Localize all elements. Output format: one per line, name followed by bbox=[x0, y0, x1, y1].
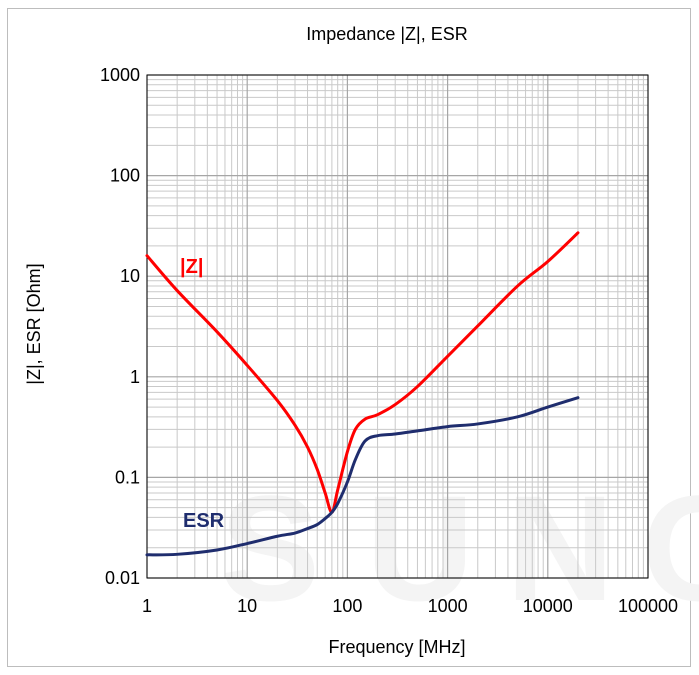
x-tick-label: 100000 bbox=[618, 596, 678, 616]
esr-series-line bbox=[145, 396, 580, 557]
y-tick-label: 100 bbox=[110, 166, 140, 186]
watermark-letter: G bbox=[642, 464, 699, 632]
x-tick-label: 10 bbox=[237, 596, 257, 616]
chart-title: Impedance |Z|, ESR bbox=[306, 24, 467, 44]
esr-series-label: ESR bbox=[183, 510, 225, 532]
z-series-line bbox=[145, 231, 580, 514]
x-tick-label: 1000 bbox=[428, 596, 468, 616]
z-series-label: |Z| bbox=[180, 256, 203, 278]
chart-frame bbox=[7, 8, 691, 667]
y-tick-label: 1 bbox=[130, 367, 140, 387]
y-axis-label: |Z|, ESR [Ohm] bbox=[24, 263, 44, 384]
x-tick-label: 10000 bbox=[523, 596, 573, 616]
y-tick-label: 10 bbox=[120, 266, 140, 286]
plot-border bbox=[146, 74, 649, 579]
x-tick-label: 1 bbox=[142, 596, 152, 616]
series-lines bbox=[145, 231, 580, 557]
y-tick-label: 0.01 bbox=[105, 568, 140, 588]
x-tick-labels: 1 10 100 1000 10000 100000 bbox=[142, 596, 678, 616]
y-tick-label: 0.1 bbox=[115, 467, 140, 487]
y-tick-labels: 0.01 0.1 1 10 100 1000 bbox=[100, 65, 140, 588]
x-tick-label: 100 bbox=[332, 596, 362, 616]
x-axis-label: Frequency [MHz] bbox=[328, 637, 465, 657]
y-tick-label: 1000 bbox=[100, 65, 140, 85]
